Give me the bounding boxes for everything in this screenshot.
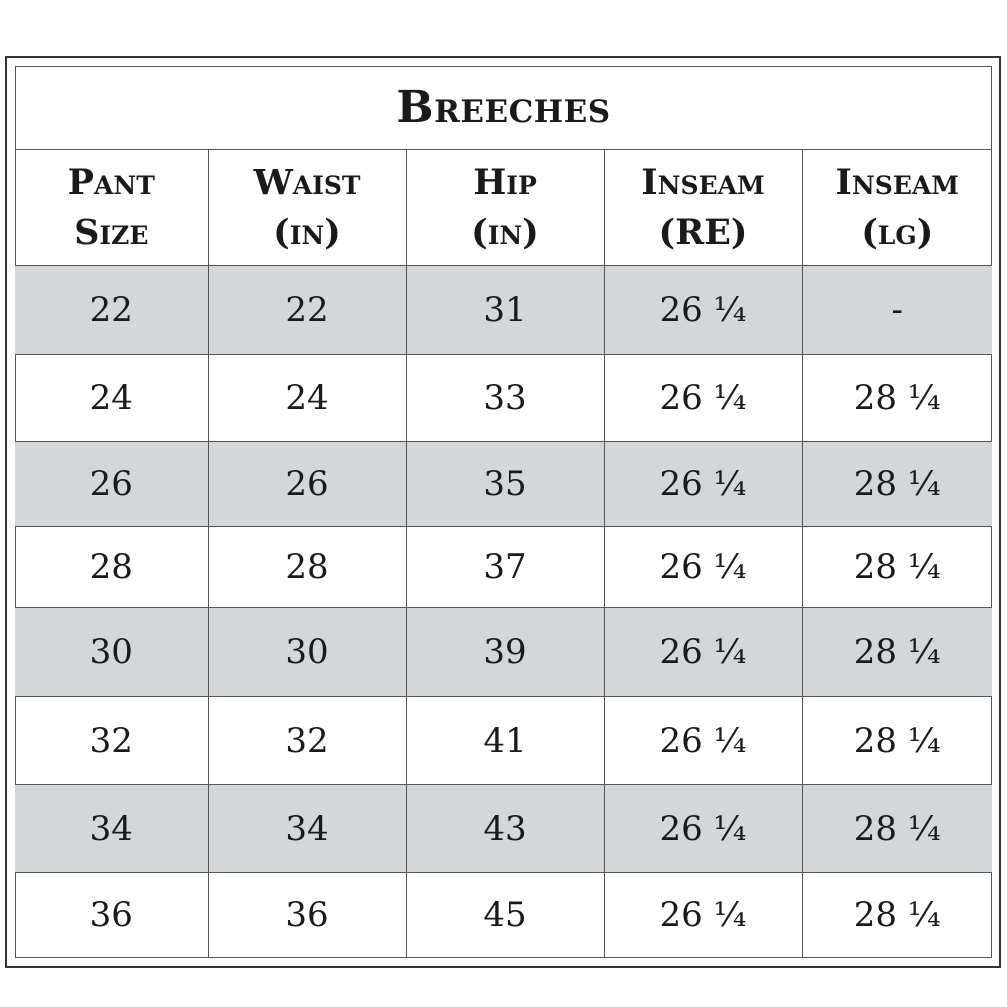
cell-inseam-lg: 28 ¼	[801, 784, 992, 873]
header-waist: Waist (in)	[207, 150, 407, 266]
header-inseam-lg: Inseam (lg)	[801, 150, 992, 266]
cell-hip: 45	[405, 872, 605, 957]
cell-inseam-lg: 28 ¼	[801, 441, 992, 527]
table-row: 32 32 41 26 ¼ 28 ¼	[15, 696, 992, 785]
table-row: 24 24 33 26 ¼ 28 ¼	[15, 354, 992, 442]
cell-pant-size: 28	[15, 526, 209, 608]
size-chart-table: Pant Size Waist (in) Hip (in) Inseam (RE…	[15, 150, 992, 957]
table-row: 30 30 39 26 ¼ 28 ¼	[15, 607, 992, 697]
cell-hip: 35	[405, 441, 605, 527]
cell-pant-size: 36	[15, 872, 209, 957]
cell-inseam-re: 26 ¼	[603, 872, 803, 957]
cell-waist: 28	[207, 526, 407, 608]
cell-inseam-lg: 28 ¼	[801, 526, 992, 608]
header-line: Hip	[473, 161, 537, 203]
cell-inseam-lg: 28 ¼	[801, 607, 992, 697]
cell-hip: 39	[405, 607, 605, 697]
cell-inseam-re: 26 ¼	[603, 784, 803, 873]
cell-inseam-re: 26 ¼	[603, 441, 803, 527]
cell-hip: 41	[405, 696, 605, 785]
table-title: Breeches	[15, 66, 992, 150]
table-row: 34 34 43 26 ¼ 28 ¼	[15, 784, 992, 873]
table-row: 36 36 45 26 ¼ 28 ¼	[15, 872, 992, 957]
outer-frame	[5, 56, 1001, 968]
header-line: Inseam	[835, 161, 959, 203]
cell-hip: 43	[405, 784, 605, 873]
cell-hip: 33	[405, 354, 605, 442]
header-line: Inseam	[641, 161, 765, 203]
header-line: Pant	[67, 161, 155, 203]
cell-inseam-re: 26 ¼	[603, 607, 803, 697]
header-hip: Hip (in)	[405, 150, 605, 266]
header-inseam-re: Inseam (RE)	[603, 150, 803, 266]
cell-inseam-lg: 28 ¼	[801, 354, 992, 442]
cell-pant-size: 32	[15, 696, 209, 785]
cell-inseam-lg: 28 ¼	[801, 872, 992, 957]
header-pant-size: Pant Size	[15, 150, 209, 266]
cell-inseam-re: 26 ¼	[603, 696, 803, 785]
cell-inseam-re: 26 ¼	[603, 354, 803, 442]
header-row: Pant Size Waist (in) Hip (in) Inseam (RE…	[15, 150, 992, 266]
table-row: 28 28 37 26 ¼ 28 ¼	[15, 526, 992, 608]
cell-hip: 31	[405, 265, 605, 355]
header-line: Waist	[253, 161, 361, 203]
cell-waist: 36	[207, 872, 407, 957]
cell-pant-size: 24	[15, 354, 209, 442]
cell-pant-size: 34	[15, 784, 209, 873]
cell-waist: 24	[207, 354, 407, 442]
cell-waist: 26	[207, 441, 407, 527]
cell-waist: 34	[207, 784, 407, 873]
cell-inseam-re: 26 ¼	[603, 265, 803, 355]
table-row: 22 22 31 26 ¼ -	[15, 265, 992, 355]
cell-pant-size: 30	[15, 607, 209, 697]
cell-inseam-lg: -	[801, 265, 992, 355]
header-line: (RE)	[658, 211, 748, 253]
table-row: 26 26 35 26 ¼ 28 ¼	[15, 441, 992, 527]
cell-waist: 32	[207, 696, 407, 785]
header-line: Size	[74, 211, 149, 253]
header-line: (in)	[471, 211, 539, 253]
cell-inseam-re: 26 ¼	[603, 526, 803, 608]
cell-waist: 30	[207, 607, 407, 697]
cell-hip: 37	[405, 526, 605, 608]
cell-waist: 22	[207, 265, 407, 355]
header-line: (in)	[273, 211, 341, 253]
header-line: (lg)	[861, 211, 934, 253]
cell-inseam-lg: 28 ¼	[801, 696, 992, 785]
cell-pant-size: 22	[15, 265, 209, 355]
cell-pant-size: 26	[15, 441, 209, 527]
